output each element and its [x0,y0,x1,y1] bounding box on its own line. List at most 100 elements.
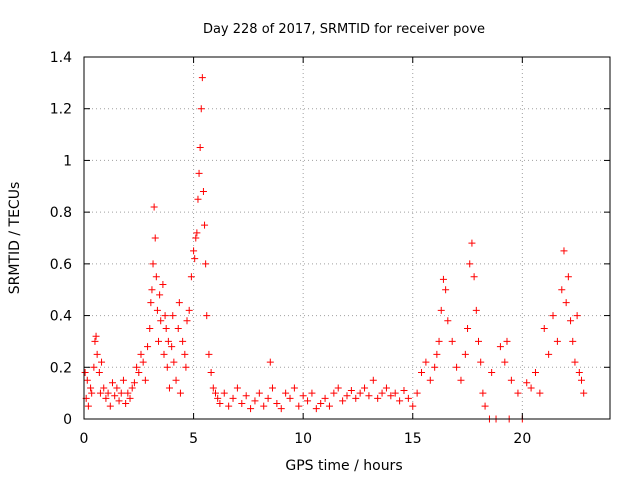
y-tick-label: 0.4 [50,309,72,325]
data-point [413,389,421,397]
data-point [122,399,130,407]
data-point [260,402,268,410]
data-point [83,376,91,384]
data-point [139,358,147,366]
data-point [553,337,561,345]
data-point [207,368,215,376]
data-point [159,281,167,289]
data-point [540,325,548,332]
data-point [527,384,535,392]
data-point [195,169,203,177]
data-point [266,358,274,366]
data-point [106,402,114,410]
data-point [185,306,193,314]
data-point [442,286,450,294]
data-point [130,379,138,387]
data-point [501,358,509,366]
data-point [141,376,149,384]
data-point [382,384,390,392]
data-point [435,337,443,345]
data-point [396,397,404,405]
data-point [144,343,152,351]
data-point [562,299,570,307]
data-point [102,394,110,402]
data-point [347,387,355,395]
data-point [148,286,156,294]
data-point [277,405,285,413]
data-point [96,389,104,397]
data-point [225,402,233,410]
data-point [147,299,155,307]
data-point [233,384,241,392]
data-point [91,337,99,345]
x-tick-label: 15 [404,431,422,447]
data-point [481,402,489,410]
data-point [153,306,161,314]
data-point [488,368,496,376]
data-point [199,187,207,195]
data-point [133,363,141,371]
data-point [191,255,199,263]
data-point [531,368,539,376]
data-point [229,394,237,402]
axes: 0 5 10 15 20 0 0.2 0.4 0.6 0.8 1 1.2 1.4 [50,50,610,447]
data-point [352,394,360,402]
data-point [339,397,347,405]
data-point [545,350,553,358]
data-point [152,273,160,281]
data-point [304,397,312,405]
data-point [325,402,333,410]
data-point [124,389,132,397]
data-point [387,392,395,400]
data-point [238,399,246,407]
data-point [514,389,522,397]
data-point [113,384,121,392]
data-point [268,384,276,392]
data-point [365,392,373,400]
chart-title: Day 228 of 2017, SRMTID for receiver pov… [203,22,485,37]
data-point [391,389,399,397]
data-point [477,358,485,366]
data-point [404,394,412,402]
data-point [190,247,198,255]
data-point [157,317,165,325]
data-point [433,350,441,358]
data-point [247,405,255,413]
data-point [205,350,213,358]
data-point [212,389,219,397]
data-point [197,105,205,113]
data-point [187,273,195,281]
data-point [87,384,95,392]
data-point [444,317,452,325]
data-point [198,74,206,82]
data-point [163,363,171,371]
data-point [104,389,112,397]
y-axis-label: SRMTID / TECUs [7,182,23,295]
data-point [161,312,169,320]
x-tick-label: 10 [294,431,312,447]
data-point [192,234,200,242]
data-point [312,405,320,413]
data-point [400,387,408,395]
data-point [564,273,572,281]
data-point [216,399,224,407]
data-point [464,325,472,332]
data-point [128,384,136,392]
x-tick-label: 5 [189,431,198,447]
data-point [558,286,566,294]
data-point [496,343,504,351]
data-point [135,368,143,376]
data-point [470,273,478,281]
data-point [179,337,187,345]
data-point [580,389,588,397]
data-point [503,337,511,345]
data-point [183,317,191,325]
data-point [242,392,250,400]
data-points [81,74,588,423]
y-tick-label: 1 [63,153,72,169]
data-point [137,350,145,358]
data-point [361,384,369,392]
data-point [317,399,325,407]
